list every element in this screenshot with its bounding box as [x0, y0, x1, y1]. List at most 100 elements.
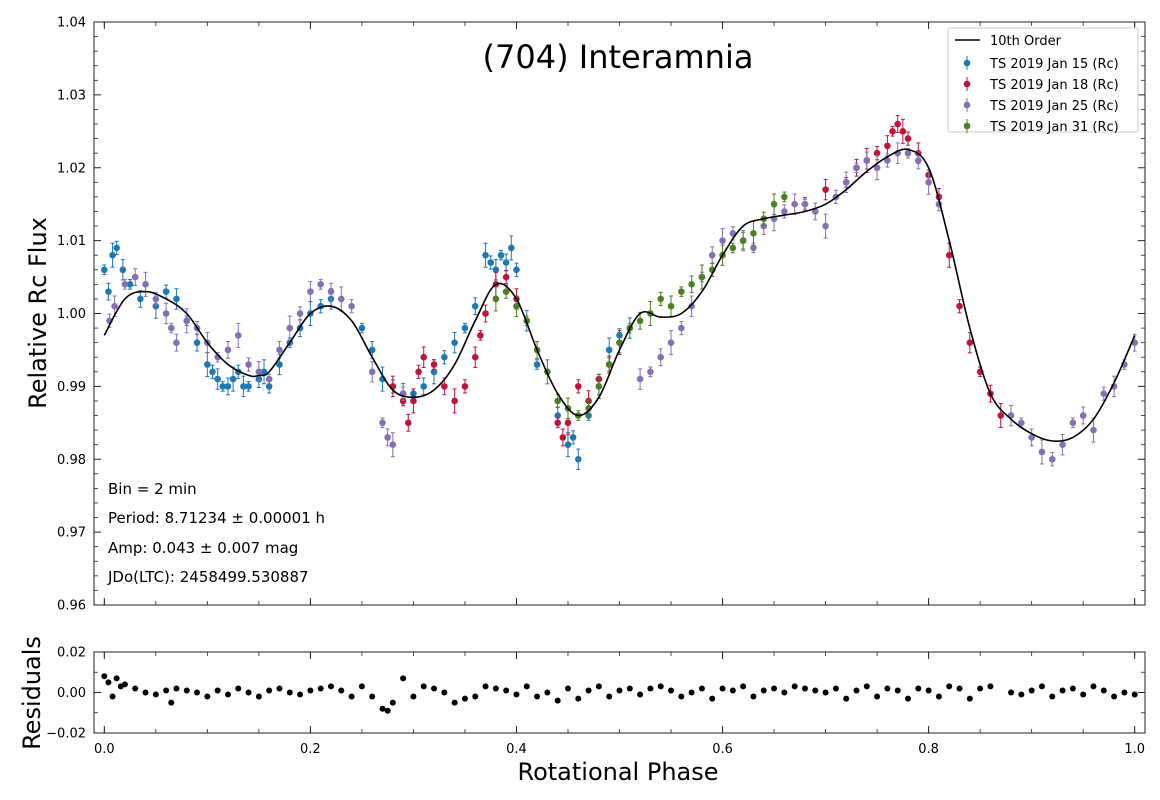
residual-point — [564, 685, 571, 692]
residual-point — [606, 693, 613, 700]
residual-point — [647, 685, 654, 692]
data-point — [925, 179, 932, 186]
legend-marker — [963, 59, 971, 67]
data-point — [688, 302, 695, 310]
data-point — [1100, 390, 1108, 397]
data-point — [574, 455, 582, 463]
annotation-jdo: JDo(LTC): 2458499.530887 — [107, 568, 309, 586]
residuals-y-tick-label: 0.00 — [57, 686, 86, 701]
residual-point — [384, 707, 391, 714]
residual-point — [1069, 685, 1076, 692]
x-tick-label: 0.8 — [918, 742, 939, 757]
residual-point — [760, 687, 767, 694]
data-point — [770, 200, 778, 208]
data-point — [945, 251, 953, 259]
residual-point — [894, 687, 901, 694]
residuals-series — [101, 673, 1138, 714]
data-point — [657, 353, 665, 361]
legend-label: TS 2019 Jan 15 (Rc) — [989, 57, 1119, 72]
data-point — [616, 339, 623, 346]
data-point — [296, 310, 304, 317]
residuals-y-axis-title: Residuals — [18, 636, 46, 750]
residual-point — [688, 689, 695, 696]
data-point — [255, 368, 263, 376]
data-point — [260, 368, 268, 376]
residual-point — [1080, 691, 1087, 698]
data-point — [482, 251, 489, 259]
residual-point — [286, 689, 293, 696]
data-point — [441, 353, 448, 361]
annotation-bin: Bin = 2 min — [108, 480, 197, 498]
data-point — [1048, 455, 1056, 463]
data-point — [502, 273, 510, 281]
residual-point — [132, 685, 139, 692]
data-point — [884, 142, 891, 150]
residuals-panel: −0.02 0.00 0.02 0.0 0.2 0.4 0.6 0.8 1.0 Residua… — [18, 636, 1146, 786]
data-point — [204, 361, 211, 368]
residual-point — [935, 693, 942, 700]
x-axis-title: Rotational Phase — [517, 758, 718, 786]
data-point — [126, 281, 134, 288]
residual-point — [327, 683, 334, 690]
data-point — [105, 288, 112, 295]
main-y-axis-title: Relative Rc Flux — [24, 217, 52, 409]
data-point — [842, 179, 850, 186]
data-point — [173, 339, 180, 346]
residual-point — [657, 683, 664, 690]
legend-box — [947, 27, 1139, 133]
data-point — [276, 361, 283, 368]
data-point — [265, 383, 273, 390]
residual-point — [626, 685, 633, 692]
data-point — [441, 383, 448, 390]
data-point — [173, 295, 180, 303]
main-series — [101, 115, 1138, 470]
data-point — [224, 383, 232, 390]
residual-point — [224, 691, 231, 698]
data-point — [1069, 419, 1077, 427]
data-point — [137, 295, 144, 303]
residual-point — [152, 691, 159, 698]
data-point — [245, 383, 252, 390]
data-point — [502, 288, 510, 295]
data-point — [1059, 441, 1066, 448]
data-point — [605, 361, 613, 368]
data-point — [121, 281, 129, 288]
residual-point — [544, 689, 551, 696]
residual-point — [822, 689, 829, 696]
data-point — [750, 230, 757, 237]
residual-point — [637, 691, 644, 698]
residual-point — [1018, 691, 1025, 698]
data-point — [471, 353, 479, 361]
residual-point — [977, 685, 984, 692]
residual-point — [843, 695, 850, 702]
data-point — [451, 339, 458, 346]
data-point — [162, 288, 170, 295]
residual-point — [338, 687, 345, 694]
data-point — [667, 302, 675, 310]
data-point — [142, 281, 149, 288]
data-point — [471, 302, 479, 310]
legend: 10th Order TS 2019 Jan 15 (Rc)TS 2019 Ja… — [947, 27, 1139, 135]
residual-point — [915, 685, 922, 692]
data-point — [513, 266, 520, 274]
main-y-tick-label: 0.98 — [57, 453, 86, 468]
data-point — [307, 288, 314, 295]
residuals-y-tick-label: −0.02 — [46, 727, 86, 742]
residual-point — [1059, 687, 1066, 694]
residual-point — [874, 693, 881, 700]
data-point — [317, 281, 324, 288]
data-point — [101, 266, 108, 274]
residual-point — [771, 685, 778, 692]
data-point — [389, 441, 397, 448]
residual-point — [534, 693, 541, 700]
residual-point — [317, 685, 324, 692]
data-point — [119, 266, 127, 274]
data-point — [209, 368, 216, 376]
residual-point — [482, 683, 489, 690]
data-point — [461, 383, 469, 390]
data-point — [863, 157, 871, 164]
data-point — [899, 128, 907, 135]
residual-point — [389, 699, 396, 706]
data-point — [760, 222, 768, 230]
residual-point — [1008, 689, 1015, 696]
